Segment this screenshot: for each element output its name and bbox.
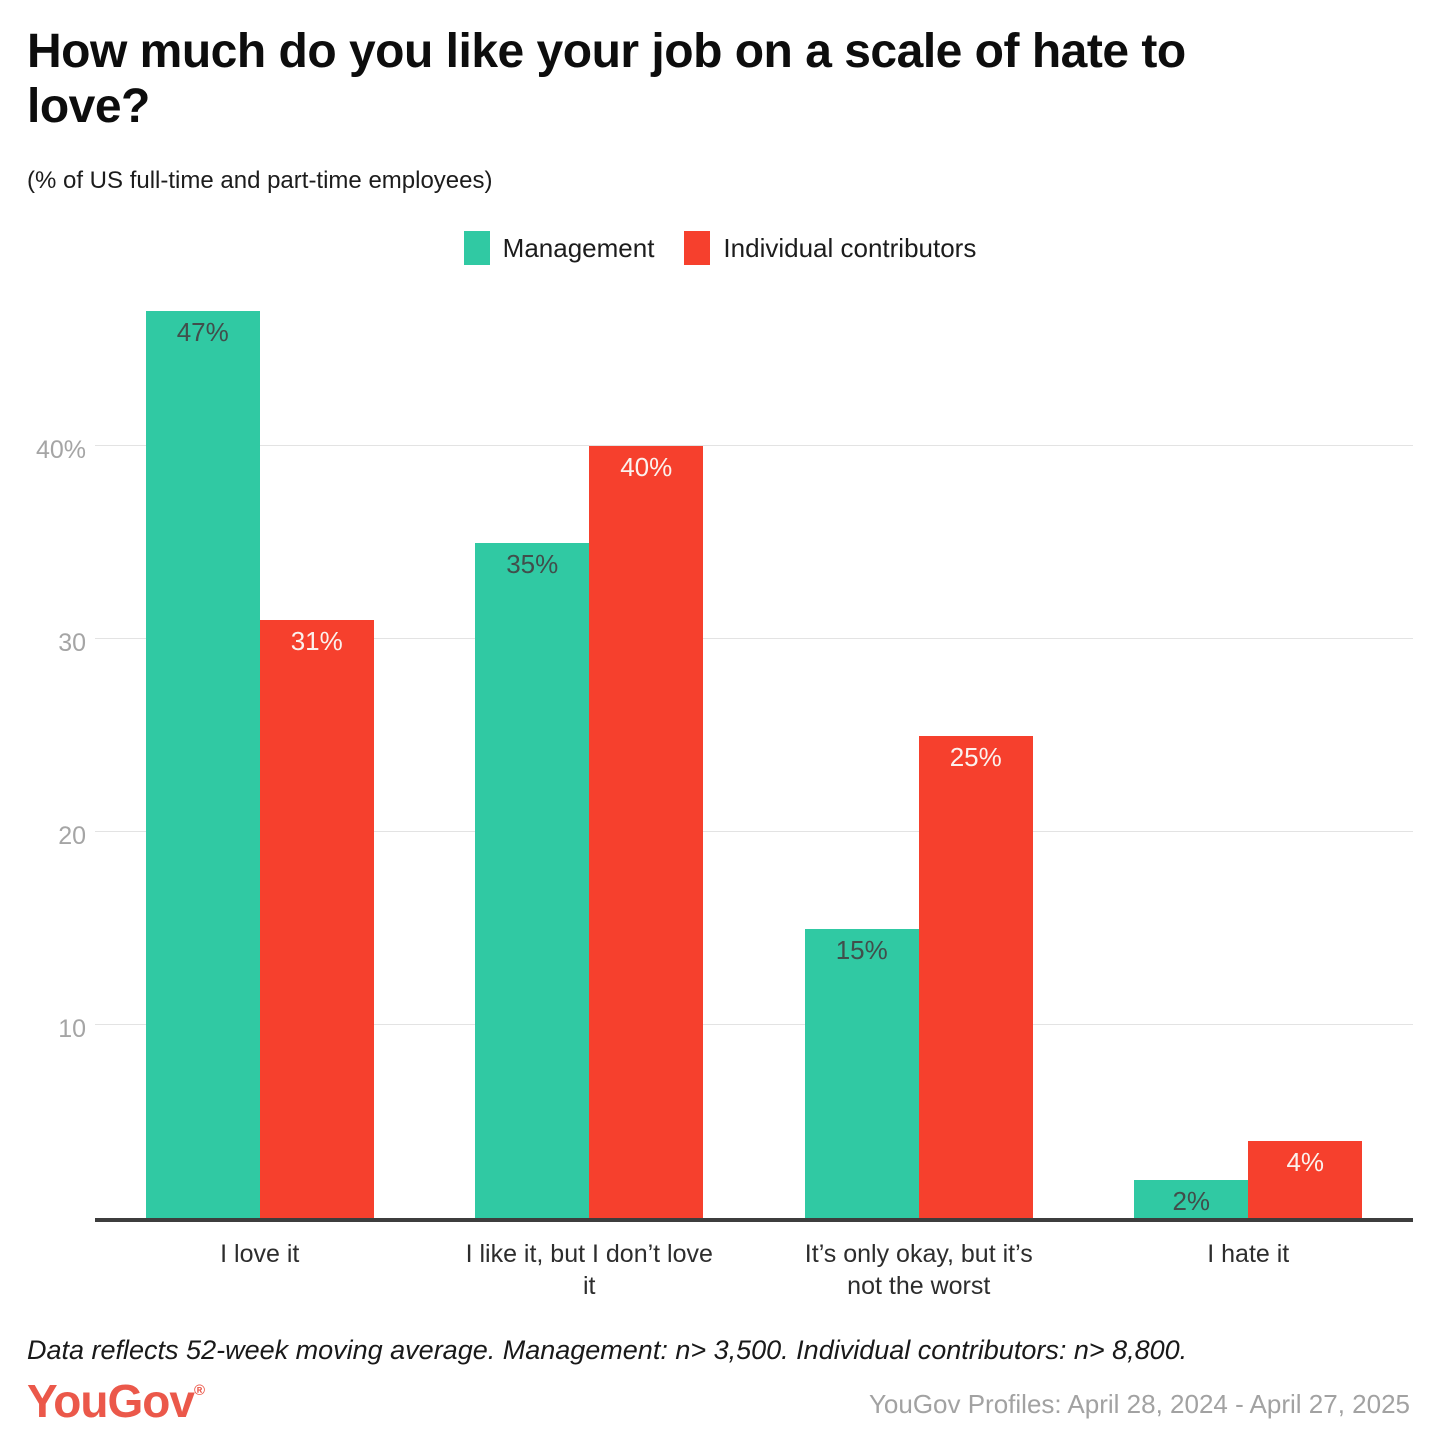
gridline-30 [95, 638, 1413, 640]
x-category-label-i-hate-it: I hate it [1207, 1240, 1290, 1269]
y-tick-label-20: 20 [58, 822, 86, 851]
bar-value-label-individual-contributors-i-like-it-but-i-don-t-love-it: 40% [620, 452, 673, 483]
bar-value-label-individual-contributors-i-hate-it: 4% [1286, 1147, 1325, 1178]
bar-chart: 40% 30 20 10 47% 31% 35% 40% 15% 25% 2% 4% I love … [0, 305, 1440, 1321]
chart-title: How much do you like your job on a scale… [27, 25, 1186, 134]
yougov-logo: YouGov® [27, 1374, 205, 1428]
legend-item-management: Management [463, 231, 655, 266]
bar-individual-contributors-i-love-it: 31% [259, 619, 374, 1219]
footnote: Data reflects 52-week moving average. Ma… [27, 1335, 1188, 1366]
chart-header: How much do you like your job on a scale… [0, 0, 1440, 195]
legend-item-individual-contributors: Individual contributors [684, 231, 977, 266]
y-tick-label-30: 30 [58, 629, 86, 658]
bar-management-i-love-it: 47% [145, 311, 260, 1219]
gridline-40 [95, 445, 1413, 447]
x-category-label-i-like-it-but-i-don-t-love-it: I like it, but I don’t love it [465, 1240, 713, 1300]
bar-management-it-s-only-okay-but-it-s-not-the-worst: 15% [804, 928, 919, 1219]
bar-individual-contributors-i-hate-it: 4% [1248, 1141, 1363, 1219]
legend-swatch-management-icon [463, 231, 490, 266]
y-tick-label-10: 10 [58, 1015, 86, 1044]
bar-value-label-management-i-love-it: 47% [176, 317, 229, 348]
bar-management-i-hate-it: 2% [1134, 1179, 1249, 1219]
plot-area: 47% 31% 35% 40% 15% 25% 2% 4% [95, 305, 1413, 1223]
x-axis-labels: I love it I like it, but I don’t love it I… [95, 1239, 1413, 1319]
source-attribution: YouGov Profiles: April 28, 2024 - April … [868, 1389, 1410, 1420]
y-axis-labels: 40% 30 20 10 [0, 305, 86, 1222]
bar-value-label-management-i-like-it-but-i-don-t-love-it: 35% [506, 548, 559, 579]
bar-management-i-like-it-but-i-don-t-love-it: 35% [475, 542, 590, 1219]
chart-subtitle: (% of US full-time and part-time employe… [27, 167, 493, 195]
gridline-10 [95, 1024, 1413, 1026]
legend-swatch-individual-contributors-icon [684, 231, 711, 266]
x-category-label-it-s-only-okay-but-it-s-not-the-worst: It’s only okay, but it’s not the worst [804, 1240, 1033, 1300]
gridline-20 [95, 831, 1413, 833]
bar-value-label-management-it-s-only-okay-but-it-s-not-the-worst: 15% [835, 934, 888, 965]
yougov-logo-text: YouGov [27, 1375, 195, 1428]
y-tick-label-40: 40% [35, 436, 86, 465]
legend-label-management: Management [502, 232, 655, 263]
footer-row: YouGov® YouGov Profiles: April 28, 2024 … [0, 1374, 1440, 1428]
bar-value-label-individual-contributors-it-s-only-okay-but-it-s-not-the-worst: 25% [949, 741, 1002, 772]
bar-individual-contributors-i-like-it-but-i-don-t-love-it: 40% [589, 446, 704, 1219]
bar-value-label-management-i-hate-it: 2% [1172, 1185, 1211, 1216]
chart-legend: Management Individual contributors [0, 231, 1440, 266]
legend-label-individual-contributors: Individual contributors [723, 232, 977, 263]
registered-trademark-icon: ® [193, 1382, 205, 1400]
x-category-label-i-love-it: I love it [220, 1240, 300, 1269]
bar-individual-contributors-it-s-only-okay-but-it-s-not-the-worst: 25% [918, 735, 1033, 1219]
bar-value-label-individual-contributors-i-love-it: 31% [290, 625, 343, 656]
